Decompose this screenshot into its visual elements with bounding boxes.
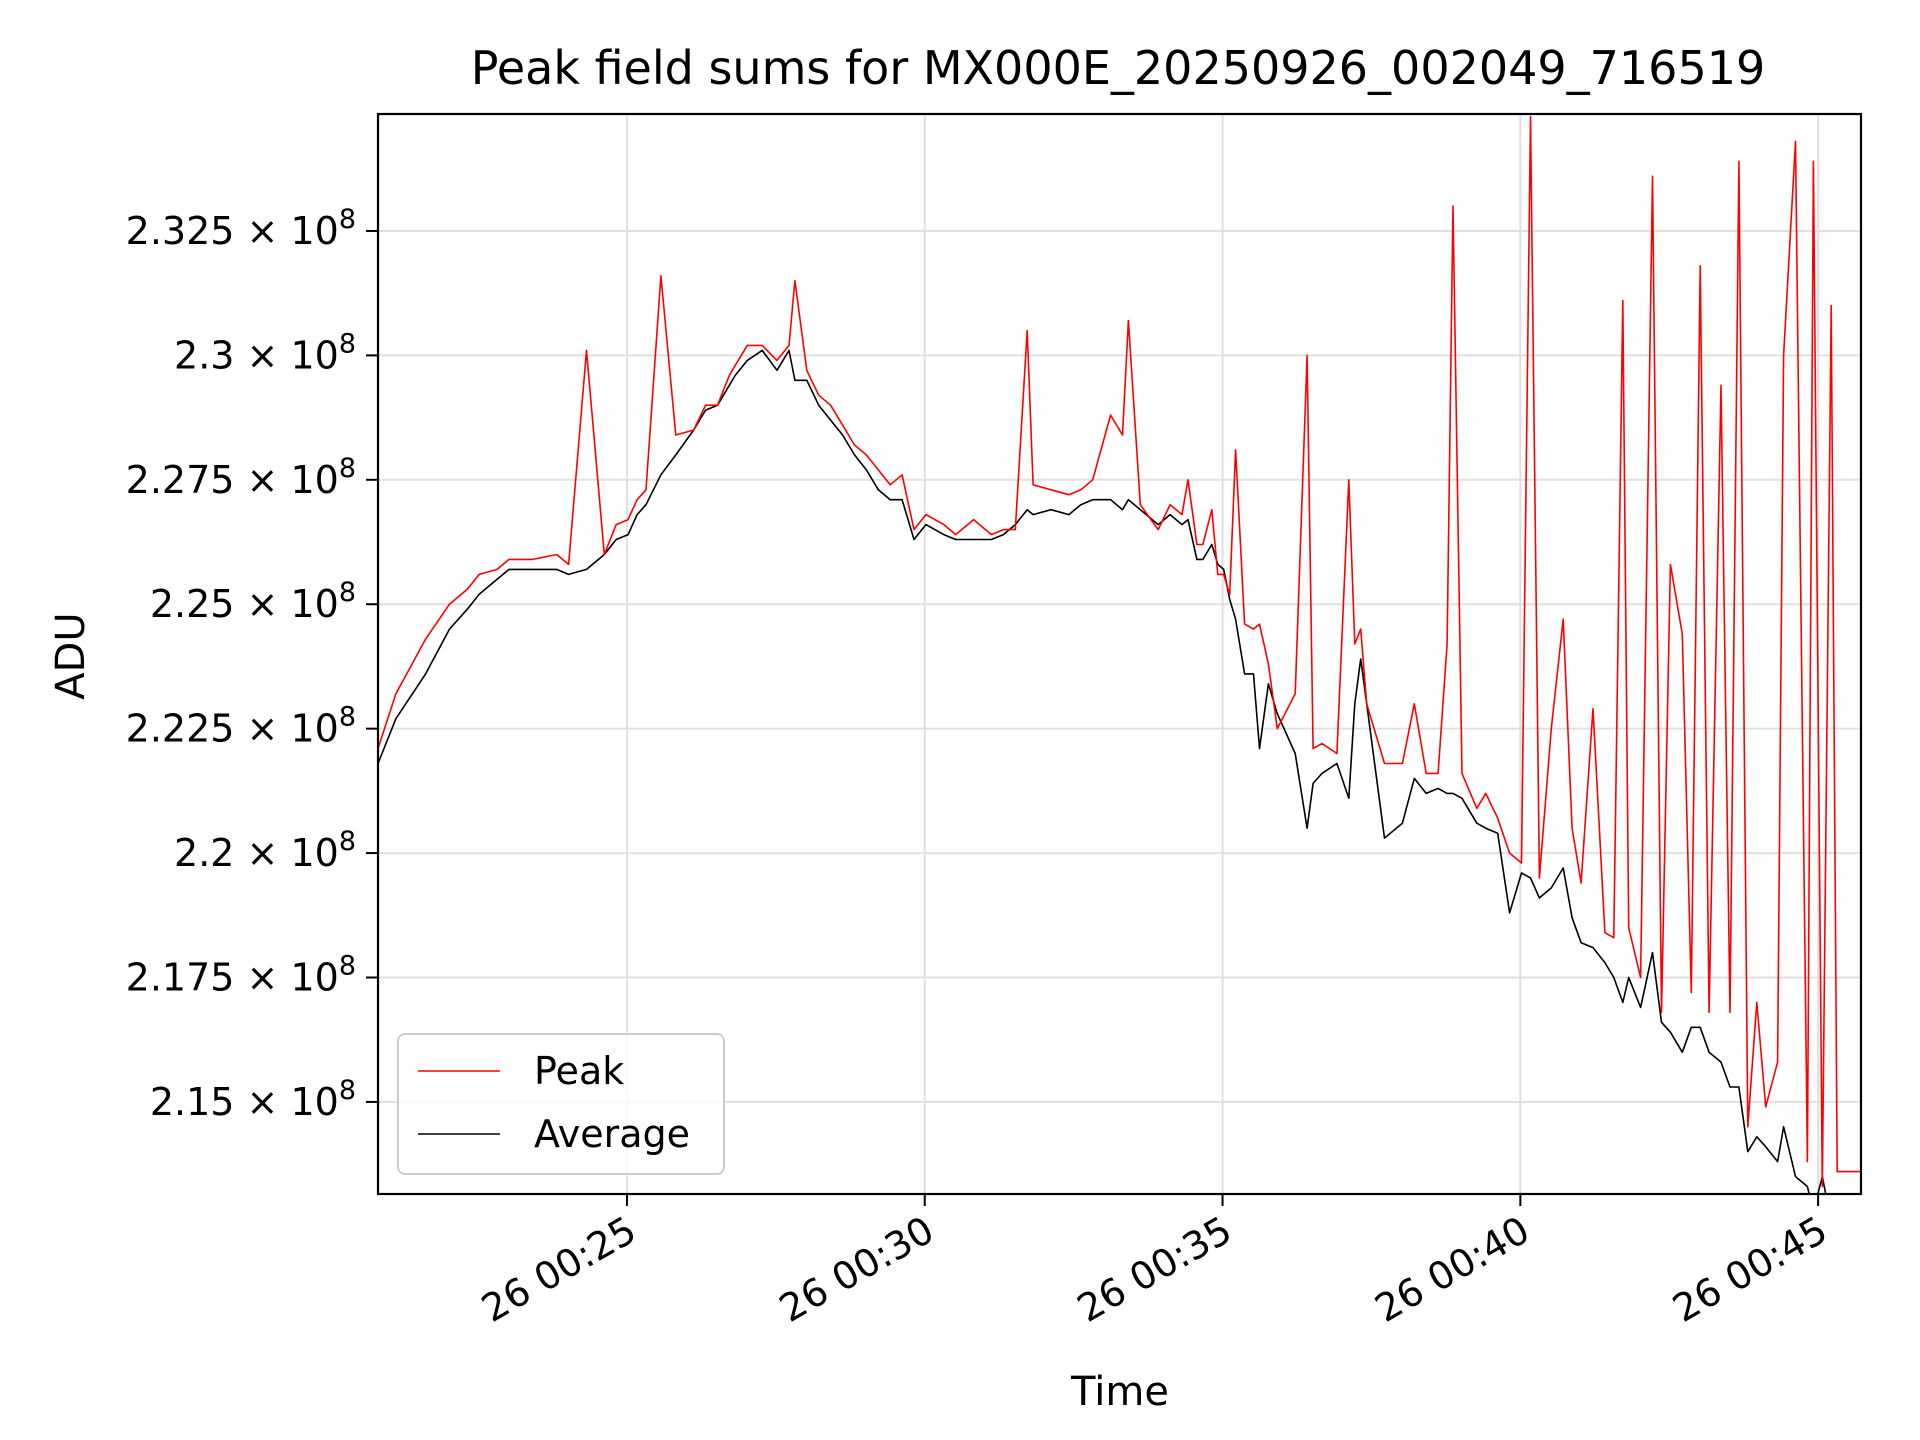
y-tick-base: × 10: [247, 458, 339, 502]
y-tick-label: 2.25 × 108: [150, 577, 356, 626]
y-tick-label: 2.325 × 108: [126, 204, 356, 253]
y-tick-mantissa: 2.225: [126, 707, 247, 751]
y-tick-exponent: 8: [339, 453, 356, 484]
y-tick-base: × 10: [247, 707, 339, 751]
y-tick-exponent: 8: [339, 702, 356, 733]
y-tick-exponent: 8: [339, 1075, 356, 1106]
y-tick-mantissa: 2.3: [174, 333, 247, 377]
y-tick-exponent: 8: [339, 328, 356, 359]
y-tick-exponent: 8: [339, 204, 356, 235]
chart-title: Peak field sums for MX000E_20250926_0020…: [471, 41, 1766, 95]
y-tick-mantissa: 2.15: [150, 1080, 247, 1124]
y-tick-label: 2.3 × 108: [174, 328, 356, 377]
y-tick-mantissa: 2.175: [126, 956, 247, 1000]
y-tick-label: 2.15 × 108: [150, 1075, 356, 1124]
y-tick-base: × 10: [247, 1080, 339, 1124]
plot-frame: [376, 112, 1863, 1196]
y-tick-label: 2.2 × 108: [174, 826, 356, 875]
y-axis-label: ADU: [48, 612, 94, 699]
y-tick-base: × 10: [247, 956, 339, 1000]
grid-lines: [378, 114, 1861, 1194]
y-tick-exponent: 8: [339, 951, 356, 982]
y-tick-base: × 10: [247, 333, 339, 377]
x-axis-label: Time: [1070, 1369, 1169, 1415]
y-tick-label: 2.275 × 108: [126, 453, 356, 502]
series-line-peak: [378, 115, 1861, 1188]
y-tick-mantissa: 2.25: [150, 582, 247, 626]
legend-label-peak: Peak: [534, 1049, 624, 1093]
legend-label-average: Average: [534, 1112, 690, 1156]
y-tick-exponent: 8: [339, 577, 356, 608]
y-tick-base: × 10: [247, 831, 339, 875]
plot-area: [378, 115, 1861, 1194]
y-tick-label: 2.175 × 108: [126, 951, 356, 1000]
y-tick-exponent: 8: [339, 826, 356, 857]
legend: Peak Average: [397, 1033, 725, 1175]
y-tick-base: × 10: [247, 582, 339, 626]
y-tick-mantissa: 2.325: [126, 209, 247, 253]
y-tick-mantissa: 2.2: [174, 831, 247, 875]
legend-box: [397, 1033, 725, 1175]
y-tick-label: 2.225 × 108: [126, 702, 356, 751]
y-tick-base: × 10: [247, 209, 339, 253]
y-tick-mantissa: 2.275: [126, 458, 247, 502]
